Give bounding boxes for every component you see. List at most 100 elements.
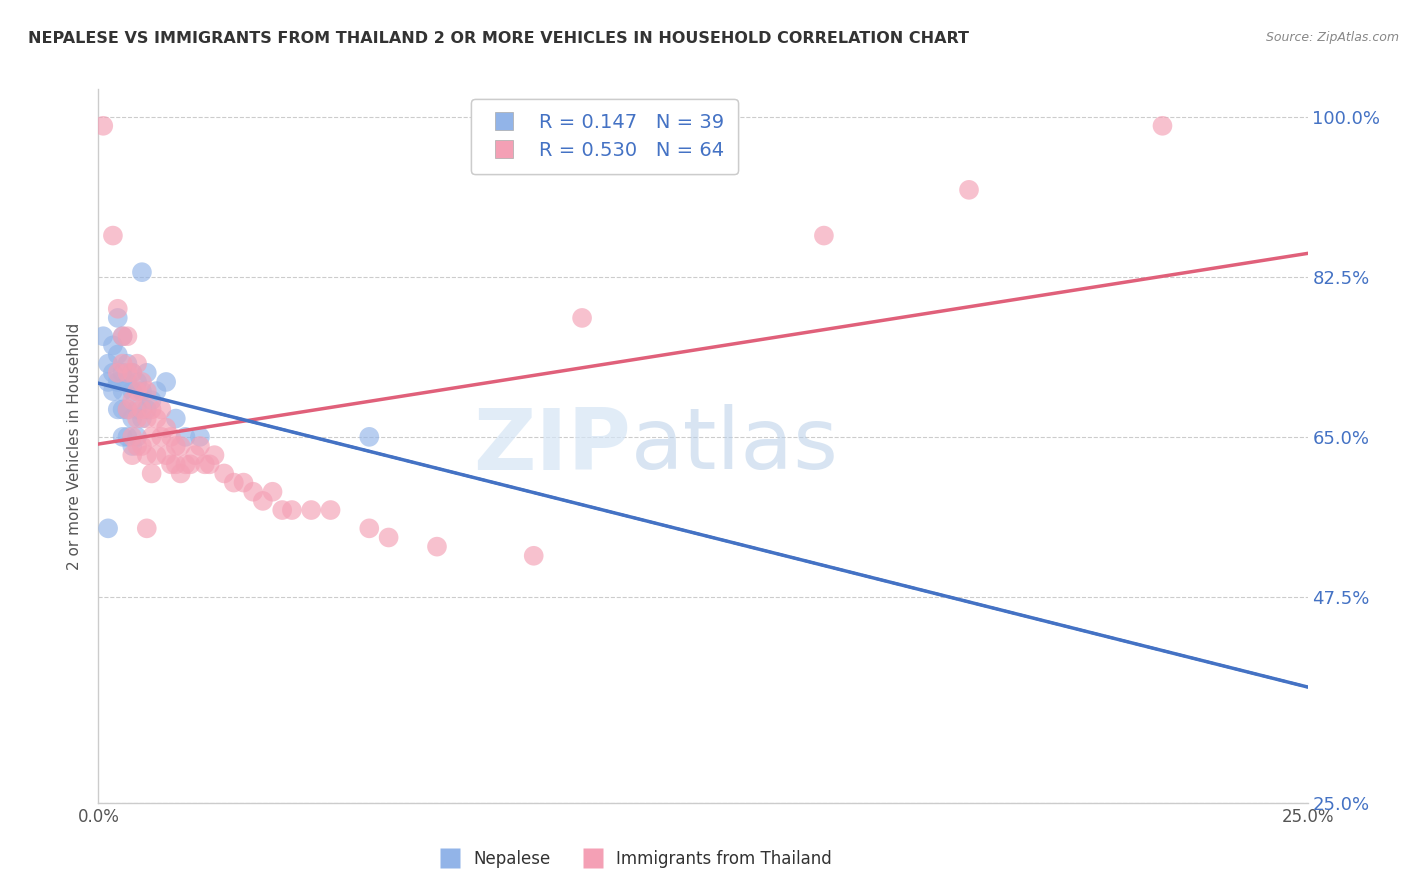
Point [131,411,153,425]
Point [117,375,139,389]
Point [377,531,399,545]
Point [141,393,163,408]
Y-axis label: 2 or more Vehicles in Household: 2 or more Vehicles in Household [67,322,83,570]
Point [111,366,134,380]
Point [107,375,129,389]
Point [131,402,153,417]
Point [107,366,129,380]
Point [111,384,134,398]
Point [97,375,120,389]
Text: NEPALESE VS IMMIGRANTS FROM THAILAND 2 OR MORE VEHICLES IN HOUSEHOLD CORRELATION: NEPALESE VS IMMIGRANTS FROM THAILAND 2 O… [28,31,969,46]
Point [135,411,157,425]
Point [117,402,139,417]
Point [101,228,124,243]
Point [319,503,342,517]
Point [107,310,129,325]
Point [232,475,254,490]
Point [188,439,211,453]
Point [127,439,149,453]
Point [281,503,304,517]
Point [188,430,211,444]
Point [121,384,143,398]
Point [121,430,143,444]
Text: atlas: atlas [630,404,838,488]
Point [117,357,139,371]
Point [150,430,173,444]
Point [121,366,143,380]
Point [165,439,187,453]
Point [117,430,139,444]
Point [165,458,187,472]
Point [111,329,134,343]
Point [121,439,143,453]
Point [101,384,124,398]
Point [107,347,129,361]
Point [101,338,124,352]
Point [135,384,157,398]
Point [131,375,153,389]
Point [271,503,294,517]
Point [111,402,134,417]
Point [121,448,143,462]
Point [160,430,183,444]
Point [131,265,153,279]
Point [160,458,183,472]
Point [155,375,177,389]
Point [198,458,221,472]
Point [155,420,177,434]
Legend: R = 0.147   N = 39, R = 0.530   N = 64: R = 0.147 N = 39, R = 0.530 N = 64 [471,99,738,174]
Point [121,411,143,425]
Point [179,458,201,472]
Point [131,384,153,398]
Point [121,366,143,380]
Point [135,448,157,462]
Point [1152,119,1174,133]
Point [127,375,149,389]
Point [131,439,153,453]
Point [141,430,163,444]
Point [101,366,124,380]
Point [155,448,177,462]
Point [212,467,235,481]
Point [127,430,149,444]
Point [174,458,197,472]
Point [117,366,139,380]
Point [145,411,167,425]
Point [117,402,139,417]
Point [262,484,284,499]
Point [117,329,139,343]
Point [127,411,149,425]
Point [222,475,245,490]
Point [426,540,449,554]
Point [127,357,149,371]
Point [299,503,322,517]
Point [145,448,167,462]
Point [121,393,143,408]
Point [111,430,134,444]
Point [252,494,274,508]
Point [150,402,173,417]
Point [204,448,226,462]
Point [169,439,191,453]
Point [141,467,163,481]
Point [184,448,207,462]
Point [165,411,187,425]
Point [174,430,197,444]
Point [111,329,134,343]
Point [813,228,835,243]
Point [957,183,980,197]
Point [127,402,149,417]
Point [107,402,129,417]
Point [169,467,191,481]
Point [111,357,134,371]
Point [145,384,167,398]
Text: Source: ZipAtlas.com: Source: ZipAtlas.com [1265,31,1399,45]
Point [242,484,264,499]
Point [91,119,114,133]
Point [107,301,129,316]
Point [97,521,120,535]
Point [135,402,157,417]
Point [359,521,381,535]
Point [194,458,217,472]
Point [135,521,157,535]
